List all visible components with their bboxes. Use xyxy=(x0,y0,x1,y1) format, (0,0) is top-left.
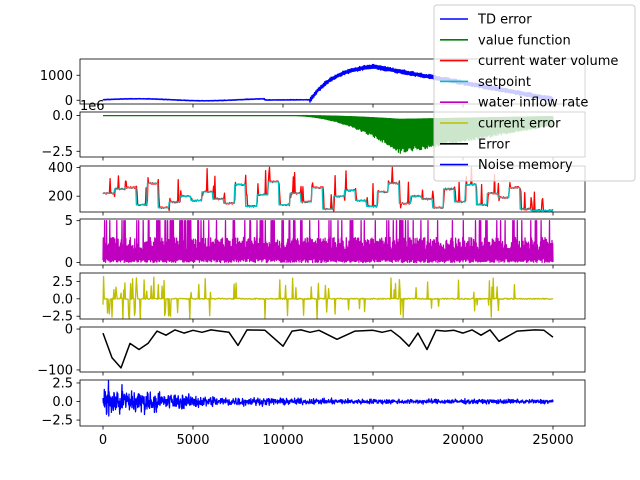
y-tick-label: −100 xyxy=(37,363,73,378)
series-line-water-inflow-rate xyxy=(102,220,554,264)
y-tick-label: −2.5 xyxy=(41,310,73,325)
axes-frame xyxy=(79,272,586,320)
x-tick-label: 20000 xyxy=(442,433,483,448)
x-tick-label: 0 xyxy=(99,433,107,448)
legend-label: Error xyxy=(478,137,510,152)
series-line-setpoint xyxy=(102,181,554,212)
x-tick-label: 10000 xyxy=(262,433,303,448)
y-tick-label: 0 xyxy=(65,256,73,271)
legend-label: water inflow rate xyxy=(478,96,588,111)
legend-entry: current error xyxy=(440,117,561,132)
y-tick-label: 0.0 xyxy=(52,109,73,124)
panel-3: 200 400 xyxy=(48,161,586,216)
panel-6: −100 0 xyxy=(37,323,586,378)
y-tick-label: 5 xyxy=(65,214,73,229)
y-tick-label: 200 xyxy=(48,190,73,205)
axes-frame xyxy=(79,218,586,266)
y-tick-label: 0.0 xyxy=(52,395,73,410)
legend-label: current error xyxy=(478,117,561,132)
panel-5: −2.5 0.0 2.5 xyxy=(41,272,586,325)
y-tick-label: 0 xyxy=(65,323,73,338)
legend-entry: Error xyxy=(440,137,510,152)
legend-label: value function xyxy=(478,33,571,48)
legend-entry: value function xyxy=(440,33,571,48)
x-tick-label: 25000 xyxy=(532,433,573,448)
axes-frame xyxy=(79,165,586,213)
legend-box xyxy=(433,4,636,182)
y-tick-label: 0 xyxy=(65,94,73,109)
series-line-error xyxy=(102,329,554,369)
y-tick-label: 2.5 xyxy=(52,376,73,391)
y-tick-label: 0.0 xyxy=(52,292,73,307)
legend-label: TD error xyxy=(477,13,532,28)
x-tick-label: 5000 xyxy=(176,433,209,448)
y-tick-label: 1000 xyxy=(40,69,73,84)
series-line-noise-memory xyxy=(102,380,554,417)
series-line-current-error xyxy=(102,276,554,319)
legend-entry: setpoint xyxy=(440,75,531,90)
axes-frame xyxy=(79,326,586,373)
legend-label: setpoint xyxy=(478,75,531,90)
legend-entry: current water volume xyxy=(440,54,618,69)
y-tick-label: 2.5 xyxy=(52,275,73,290)
y-tick-label: −2.5 xyxy=(41,414,73,429)
legend-label: Noise memory xyxy=(478,158,573,173)
legend-entry: water inflow rate xyxy=(440,96,588,111)
legend-label: current water volume xyxy=(478,54,618,69)
y-tick-label: 400 xyxy=(48,161,73,176)
legend: TD error value function current water volu… xyxy=(433,4,636,182)
y-tick-label: −2.5 xyxy=(41,145,73,160)
legend-entry: Noise memory xyxy=(440,158,573,173)
axes-frame xyxy=(79,379,586,427)
legend-entry: TD error xyxy=(440,13,532,28)
panel-4: 05 xyxy=(65,214,586,271)
x-tick-label: 15000 xyxy=(352,433,393,448)
panel-7: −2.5 0.0 2.5 0 5000 10000 15000 20000 25000 xyxy=(41,376,586,448)
axis-offset-label: 1e6 xyxy=(80,99,105,114)
